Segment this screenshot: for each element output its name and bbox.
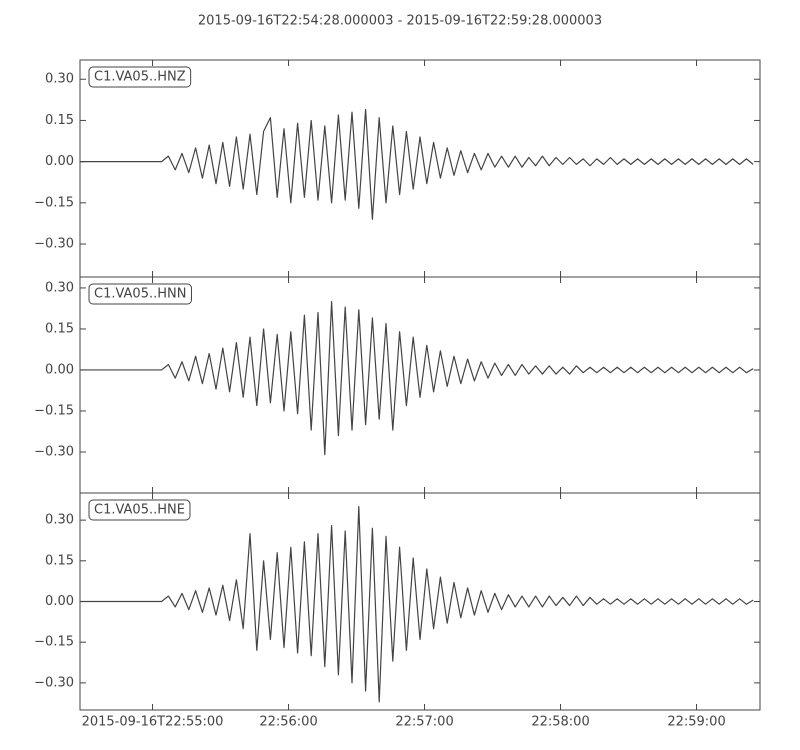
panel-frame <box>79 492 761 711</box>
x-tick-label: 22:57:00 <box>395 715 453 730</box>
y-tick-label: −0.30 <box>34 237 74 252</box>
panel-frame <box>79 276 761 494</box>
y-tick-label: −0.30 <box>34 675 74 690</box>
y-tick-label: −0.15 <box>34 403 74 418</box>
trace-label: C1.VA05..HNN <box>94 287 186 302</box>
trace-label: C1.VA05..HNZ <box>94 70 186 85</box>
y-tick-label: 0.15 <box>45 113 74 128</box>
waveform <box>80 301 754 456</box>
y-tick-label: 0.30 <box>45 513 74 528</box>
y-tick-label: −0.30 <box>34 444 74 459</box>
chart-title: 2015-09-16T22:54:28.000003 - 2015-09-16T… <box>198 14 602 29</box>
y-tick-label: 0.00 <box>45 362 74 377</box>
trace-label-box <box>88 499 191 521</box>
x-tick-label: 22:59:00 <box>667 715 725 730</box>
trace-label-box <box>88 66 192 88</box>
y-tick-label: −0.15 <box>34 195 74 210</box>
trace-label-box <box>88 283 192 305</box>
y-tick-label: 0.00 <box>45 594 74 609</box>
waveform <box>80 108 754 220</box>
y-tick-label: 0.15 <box>45 321 74 336</box>
trace-label: C1.VA05..HNE <box>94 503 185 518</box>
panel-frame <box>79 59 761 278</box>
y-tick-label: 0.15 <box>45 553 74 568</box>
waveform <box>80 505 754 703</box>
y-tick-label: 0.30 <box>45 280 74 295</box>
y-tick-label: −0.15 <box>34 635 74 650</box>
x-tick-label: 2015-09-16T22:55:00 <box>82 715 224 730</box>
y-tick-label: 0.00 <box>45 154 74 169</box>
x-tick-label: 22:56:00 <box>259 715 317 730</box>
x-tick-label: 22:58:00 <box>531 715 589 730</box>
y-tick-label: 0.30 <box>45 72 74 87</box>
